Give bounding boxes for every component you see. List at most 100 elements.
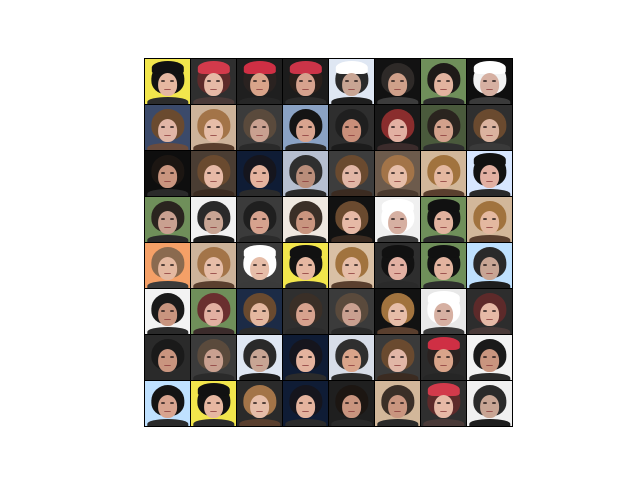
face [157, 72, 178, 96]
shoulders [468, 188, 511, 196]
shoulders [146, 280, 189, 288]
eyes [437, 264, 450, 267]
face-tile [191, 243, 236, 288]
face-tile [237, 197, 282, 242]
eyes [437, 310, 450, 313]
shoulders [330, 188, 373, 196]
eyes [483, 356, 496, 359]
eyes [299, 356, 312, 359]
hat [473, 152, 506, 167]
face-tile [467, 197, 512, 242]
hat [427, 290, 460, 305]
mouth [347, 226, 356, 229]
eyes [253, 80, 266, 83]
face [433, 118, 454, 142]
eyes [161, 310, 174, 313]
mouth [209, 88, 218, 91]
face [341, 118, 362, 142]
shoulders [468, 372, 511, 380]
face-tile [421, 151, 466, 196]
mouth [255, 364, 264, 367]
face [203, 302, 224, 326]
mouth [439, 272, 448, 275]
hat [427, 198, 460, 213]
face [433, 394, 454, 418]
eyes [391, 80, 404, 83]
face [387, 164, 408, 188]
face [203, 210, 224, 234]
face [387, 210, 408, 234]
face-tile [421, 289, 466, 334]
eyes [483, 402, 496, 405]
face-tile [283, 243, 328, 288]
shoulders [330, 142, 373, 150]
face [203, 256, 224, 280]
face-tile [467, 381, 512, 426]
shoulders [376, 280, 419, 288]
mouth [163, 318, 172, 321]
eyes [437, 80, 450, 83]
face-tile [145, 381, 190, 426]
face [249, 210, 270, 234]
mouth [163, 180, 172, 183]
shoulders [376, 418, 419, 426]
shoulders [376, 188, 419, 196]
shoulders [330, 418, 373, 426]
hat [151, 60, 184, 75]
shoulders [238, 372, 281, 380]
shoulders [284, 372, 327, 380]
shoulders [146, 326, 189, 334]
face-tile [191, 381, 236, 426]
face [341, 302, 362, 326]
mouth [209, 180, 218, 183]
mouth [393, 364, 402, 367]
shoulders [146, 188, 189, 196]
mouth [209, 410, 218, 413]
mouth [255, 88, 264, 91]
hat [335, 60, 368, 75]
face-tile [329, 289, 374, 334]
mouth [347, 272, 356, 275]
mouth [301, 180, 310, 183]
face-tile [375, 59, 420, 104]
face-tile [421, 197, 466, 242]
face-tile [237, 105, 282, 150]
face [387, 302, 408, 326]
face-tile [237, 335, 282, 380]
eyes [207, 218, 220, 221]
eyes [253, 402, 266, 405]
face [295, 118, 316, 142]
mouth [393, 318, 402, 321]
mouth [347, 88, 356, 91]
face-tile [375, 151, 420, 196]
hat [289, 244, 322, 259]
face-tile [191, 105, 236, 150]
face-tile [237, 59, 282, 104]
eyes [437, 126, 450, 129]
face [387, 72, 408, 96]
mouth [163, 272, 172, 275]
shoulders [376, 372, 419, 380]
shoulders [284, 188, 327, 196]
face [433, 72, 454, 96]
face [157, 210, 178, 234]
face [479, 210, 500, 234]
shoulders [376, 326, 419, 334]
face-tile [375, 105, 420, 150]
mouth [301, 134, 310, 137]
shoulders [422, 142, 465, 150]
face [203, 348, 224, 372]
hat [381, 244, 414, 259]
face-tile [467, 289, 512, 334]
hat [473, 60, 506, 75]
mouth [347, 364, 356, 367]
hat [427, 336, 460, 351]
face [249, 164, 270, 188]
eyes [207, 126, 220, 129]
face-tile [191, 59, 236, 104]
face [479, 118, 500, 142]
mouth [485, 410, 494, 413]
face-tile [467, 335, 512, 380]
face [479, 256, 500, 280]
shoulders [284, 418, 327, 426]
